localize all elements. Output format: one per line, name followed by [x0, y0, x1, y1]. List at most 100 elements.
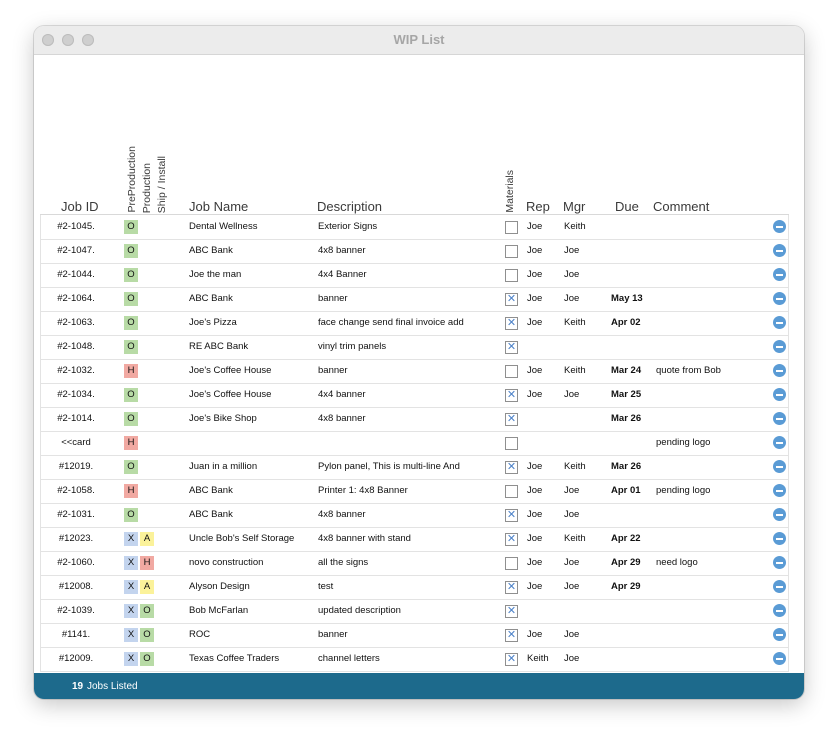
table-row[interactable]: #2-1063. O Joe's Pizza face change send fin… [40, 311, 789, 336]
remove-row-icon[interactable] [773, 364, 786, 377]
header-preproduction[interactable]: PreProduction [126, 146, 138, 213]
status-badge[interactable]: O [124, 388, 138, 402]
remove-row-icon[interactable] [773, 388, 786, 401]
remove-row-icon[interactable] [773, 292, 786, 305]
remove-row-icon[interactable] [773, 628, 786, 641]
materials-checkbox[interactable]: ✕ [505, 293, 518, 306]
remove-row-icon[interactable] [773, 580, 786, 593]
minimize-window-button[interactable] [62, 34, 74, 46]
status-badge[interactable]: O [124, 508, 138, 522]
status-badge[interactable]: O [124, 244, 138, 258]
close-window-button[interactable] [42, 34, 54, 46]
table-row[interactable]: #2-1048. O RE ABC Bank vinyl trim panels ✕ [40, 335, 789, 360]
materials-checkbox[interactable] [505, 557, 518, 570]
materials-checkbox[interactable] [505, 269, 518, 282]
materials-checkbox[interactable]: ✕ [505, 413, 518, 426]
status-badge[interactable]: O [124, 460, 138, 474]
header-ship-install[interactable]: Ship / Install [156, 155, 168, 213]
zoom-window-button[interactable] [82, 34, 94, 46]
materials-checkbox[interactable]: ✕ [505, 605, 518, 618]
table-row[interactable]: #2-1014. O Joe's Bike Shop 4x8 banner ✕ Mar 2… [40, 407, 789, 432]
header-job-id[interactable]: Job ID [61, 199, 99, 214]
job-name-cell: Joe the man [189, 269, 242, 280]
remove-row-icon[interactable] [773, 436, 786, 449]
status-badge[interactable]: O [140, 652, 154, 666]
remove-row-icon[interactable] [773, 220, 786, 233]
rep-cell: Joe [527, 485, 543, 496]
header-production[interactable]: Production [141, 162, 153, 213]
status-badge[interactable]: X [124, 532, 138, 546]
status-badge[interactable]: O [124, 316, 138, 330]
status-badge[interactable]: O [124, 268, 138, 282]
status-badge[interactable]: O [124, 220, 138, 234]
materials-checkbox[interactable] [505, 221, 518, 234]
materials-checkbox[interactable]: ✕ [505, 533, 518, 546]
table-row[interactable]: #2-1064. O ABC Bank banner ✕ Joe Joe May 13 [40, 287, 789, 312]
table-row[interactable]: #12008. X A Alyson Design test ✕ Joe Joe Apr 29 [40, 575, 789, 600]
remove-row-icon[interactable] [773, 244, 786, 257]
table-row[interactable]: #12009. X O Texas Coffee Traders channel let… [40, 647, 789, 672]
status-badge[interactable]: H [124, 484, 138, 498]
table-row[interactable]: #12019. O Juan in a million Pylon panel, Th… [40, 455, 789, 480]
header-mgr[interactable]: Mgr [563, 199, 586, 214]
status-badge[interactable]: X [124, 556, 138, 570]
remove-row-icon[interactable] [773, 340, 786, 353]
remove-row-icon[interactable] [773, 412, 786, 425]
materials-checkbox[interactable]: ✕ [505, 581, 518, 594]
status-badge[interactable]: A [140, 532, 154, 546]
remove-row-icon[interactable] [773, 484, 786, 497]
materials-checkbox[interactable] [505, 437, 518, 450]
status-badge[interactable]: X [124, 652, 138, 666]
table-row[interactable]: #2-1058. H ABC Bank Printer 1: 4x8 Banner Jo… [40, 479, 789, 504]
remove-row-icon[interactable] [773, 508, 786, 521]
materials-checkbox[interactable]: ✕ [505, 461, 518, 474]
table-row[interactable]: #2-1039. X O Bob McFarlan updated descriptio… [40, 599, 789, 624]
remove-row-icon[interactable] [773, 268, 786, 281]
job-id-cell: #12019. [58, 461, 94, 472]
status-badge[interactable]: O [124, 412, 138, 426]
remove-row-icon[interactable] [773, 316, 786, 329]
materials-checkbox[interactable] [505, 245, 518, 258]
status-badge[interactable]: O [124, 340, 138, 354]
remove-row-icon[interactable] [773, 532, 786, 545]
header-materials[interactable]: Materials [504, 170, 516, 213]
status-badge[interactable]: X [124, 628, 138, 642]
materials-checkbox[interactable]: ✕ [505, 509, 518, 522]
header-due[interactable]: Due [615, 199, 639, 214]
table-row[interactable]: #2-1045. O Dental Wellness Exterior Signs Jo… [40, 215, 789, 240]
remove-row-icon[interactable] [773, 604, 786, 617]
header-rep[interactable]: Rep [526, 199, 550, 214]
remove-row-icon[interactable] [773, 556, 786, 569]
header-job-name[interactable]: Job Name [189, 199, 249, 214]
table-row[interactable]: #2-1044. O Joe the man 4x4 Banner Joe Joe [40, 263, 789, 288]
remove-row-icon[interactable] [773, 460, 786, 473]
materials-checkbox[interactable]: ✕ [505, 389, 518, 402]
status-badge[interactable]: H [124, 364, 138, 378]
header-description[interactable]: Description [317, 199, 383, 214]
table-row[interactable]: #2-1032. H Joe's Coffee House banner Joe Keit… [40, 359, 789, 384]
materials-checkbox[interactable] [505, 485, 518, 498]
status-badge[interactable]: H [140, 556, 154, 570]
status-badge[interactable]: O [124, 292, 138, 306]
table-row[interactable]: #2-1047. O ABC Bank 4x8 banner Joe Joe [40, 239, 789, 264]
table-row[interactable]: #2-1031. O ABC Bank 4x8 banner ✕ Joe Joe [40, 503, 789, 528]
materials-checkbox[interactable] [505, 365, 518, 378]
status-badge[interactable]: O [140, 604, 154, 618]
status-badge[interactable]: O [140, 628, 154, 642]
status-badge[interactable]: X [124, 604, 138, 618]
materials-checkbox[interactable]: ✕ [505, 653, 518, 666]
materials-checkbox[interactable]: ✕ [505, 317, 518, 330]
header-comment[interactable]: Comment [653, 199, 710, 214]
table-row[interactable]: #1141. X O ROC banner ✕ Joe Joe [40, 623, 789, 648]
table-row[interactable]: #2-1034. O Joe's Coffee House 4x4 banner ✕ Jo… [40, 383, 789, 408]
table-row[interactable]: #12023. X A Uncle Bob's Self Storage 4x8 ban… [40, 527, 789, 552]
remove-row-icon[interactable] [773, 652, 786, 665]
status-badge[interactable]: A [140, 580, 154, 594]
status-badge[interactable]: H [124, 436, 138, 450]
jobs-count: 19 [72, 681, 84, 692]
materials-checkbox[interactable]: ✕ [505, 341, 518, 354]
materials-checkbox[interactable]: ✕ [505, 629, 518, 642]
status-badge[interactable]: X [124, 580, 138, 594]
